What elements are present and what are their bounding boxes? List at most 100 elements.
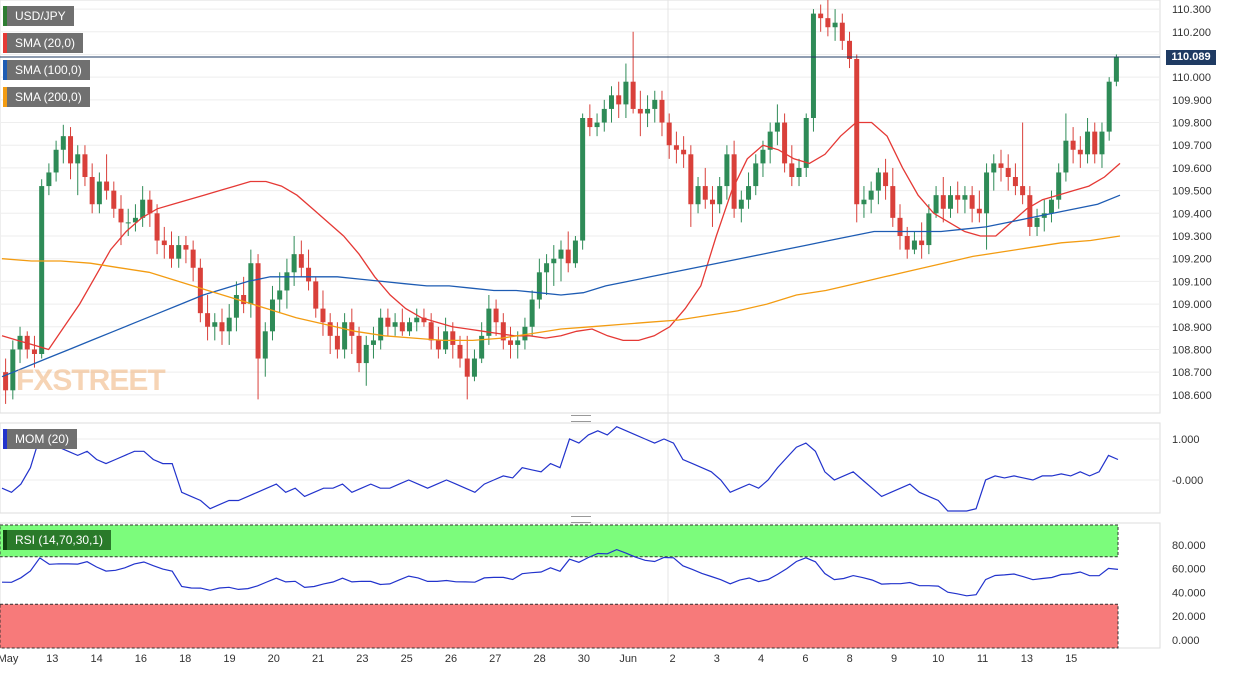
axis-layer: 110.300110.200110.100110.000109.900109.8… bbox=[0, 4, 1212, 665]
candle-body bbox=[601, 108, 607, 123]
price-tick-label: 109.000 bbox=[1172, 299, 1212, 311]
main-panel-frame bbox=[0, 0, 1161, 414]
candle-body bbox=[248, 263, 254, 305]
x-tick-label: 4 bbox=[758, 653, 764, 665]
candle-body bbox=[10, 349, 16, 391]
x-tick-label: 21 bbox=[312, 653, 324, 665]
candle-body bbox=[1063, 140, 1069, 173]
rsi-tick-label: 40.000 bbox=[1172, 587, 1206, 599]
x-tick-label: 19 bbox=[223, 653, 235, 665]
rsi-oversold-zone bbox=[0, 603, 1119, 649]
candle-body bbox=[580, 118, 586, 241]
mom-tick-label: 1.000 bbox=[1172, 434, 1200, 446]
candle-body bbox=[666, 122, 672, 146]
candle-body bbox=[356, 335, 362, 364]
candle-body bbox=[378, 317, 384, 341]
x-tick-label: 3 bbox=[714, 653, 720, 665]
candle-body bbox=[911, 240, 917, 250]
candle-body bbox=[875, 172, 881, 191]
candle-body bbox=[738, 199, 744, 209]
candle-body bbox=[976, 208, 982, 214]
sma100-line bbox=[1, 194, 1121, 378]
watermark-logo: FXSTREET bbox=[16, 364, 166, 397]
panel-resize-handle-2[interactable] bbox=[571, 516, 591, 523]
candle-body bbox=[82, 154, 88, 177]
panel-resize-handle-1[interactable] bbox=[571, 415, 591, 422]
candle-body bbox=[998, 163, 1004, 168]
candle-body bbox=[1012, 177, 1018, 187]
candle-body bbox=[753, 163, 759, 187]
sma100-label: SMA (100,0) bbox=[3, 60, 90, 80]
candle-body bbox=[897, 217, 903, 236]
candle-body bbox=[1034, 217, 1040, 227]
candle-body bbox=[1106, 81, 1112, 132]
candle-body bbox=[847, 40, 853, 59]
candle-body bbox=[414, 317, 420, 323]
candle-body bbox=[984, 172, 990, 214]
candle-body bbox=[803, 118, 809, 168]
mom-panel-frame bbox=[0, 422, 1161, 514]
candle-body bbox=[688, 154, 694, 205]
candle-body bbox=[522, 326, 528, 341]
candle-body bbox=[508, 340, 514, 345]
candle-body bbox=[919, 240, 925, 246]
rsi-tick-label: 20.000 bbox=[1172, 611, 1206, 623]
x-tick-label: 9 bbox=[891, 653, 897, 665]
candle-body bbox=[284, 272, 290, 291]
rsi-tick-label: 80.000 bbox=[1172, 540, 1206, 552]
candle-body bbox=[1005, 167, 1011, 177]
candle-body bbox=[673, 145, 679, 150]
x-tick-label: 27 bbox=[489, 653, 501, 665]
candle-body bbox=[118, 208, 124, 223]
candle-body bbox=[825, 18, 831, 28]
candle-body bbox=[277, 290, 283, 300]
candle-body bbox=[132, 217, 138, 223]
candle-body bbox=[731, 154, 737, 209]
candle-body bbox=[219, 322, 225, 332]
candle-body bbox=[767, 131, 773, 150]
candle-body bbox=[637, 108, 643, 114]
candle-body bbox=[774, 122, 780, 132]
rsi-line bbox=[1, 548, 1119, 597]
candles-layer bbox=[3, 0, 1119, 404]
x-tick-label: 15 bbox=[1065, 653, 1077, 665]
mom-tick-label: -0.000 bbox=[1172, 475, 1203, 487]
x-tick-label: 20 bbox=[268, 653, 280, 665]
candle-body bbox=[1056, 172, 1062, 200]
price-tick-label: 109.800 bbox=[1172, 118, 1212, 130]
candle-body bbox=[169, 245, 175, 259]
candle-body bbox=[255, 263, 261, 359]
candle-body bbox=[1048, 199, 1054, 214]
price-tick-label: 109.600 bbox=[1172, 163, 1212, 175]
candle-body bbox=[760, 149, 766, 164]
candle-body bbox=[60, 136, 66, 150]
candle-body bbox=[385, 317, 391, 327]
candle-body bbox=[1077, 149, 1083, 155]
x-tick-label: 16 bbox=[135, 653, 147, 665]
x-tick-label: 25 bbox=[401, 653, 413, 665]
symbol-label: USD/JPY bbox=[3, 6, 74, 26]
candle-body bbox=[962, 195, 968, 200]
candle-body bbox=[306, 267, 312, 282]
candle-body bbox=[558, 249, 564, 259]
candle-body bbox=[782, 122, 788, 164]
candle-body bbox=[926, 213, 932, 246]
candle-body bbox=[536, 272, 542, 300]
candle-body bbox=[955, 195, 961, 200]
candle-body bbox=[1020, 186, 1026, 196]
price-tick-label: 109.500 bbox=[1172, 186, 1212, 198]
candle-body bbox=[104, 181, 110, 191]
candle-body bbox=[450, 331, 456, 345]
lines-layer bbox=[0, 56, 1160, 597]
candle-body bbox=[428, 322, 434, 341]
candle-body bbox=[205, 313, 211, 327]
candle-body bbox=[342, 322, 348, 350]
candle-body bbox=[464, 358, 470, 377]
candle-body bbox=[839, 22, 845, 41]
x-tick-label: May bbox=[0, 653, 19, 665]
candle-body bbox=[262, 331, 268, 359]
candle-body bbox=[327, 322, 333, 336]
candle-body bbox=[645, 108, 651, 114]
x-tick-label: 10 bbox=[932, 653, 944, 665]
candle-body bbox=[269, 299, 275, 332]
